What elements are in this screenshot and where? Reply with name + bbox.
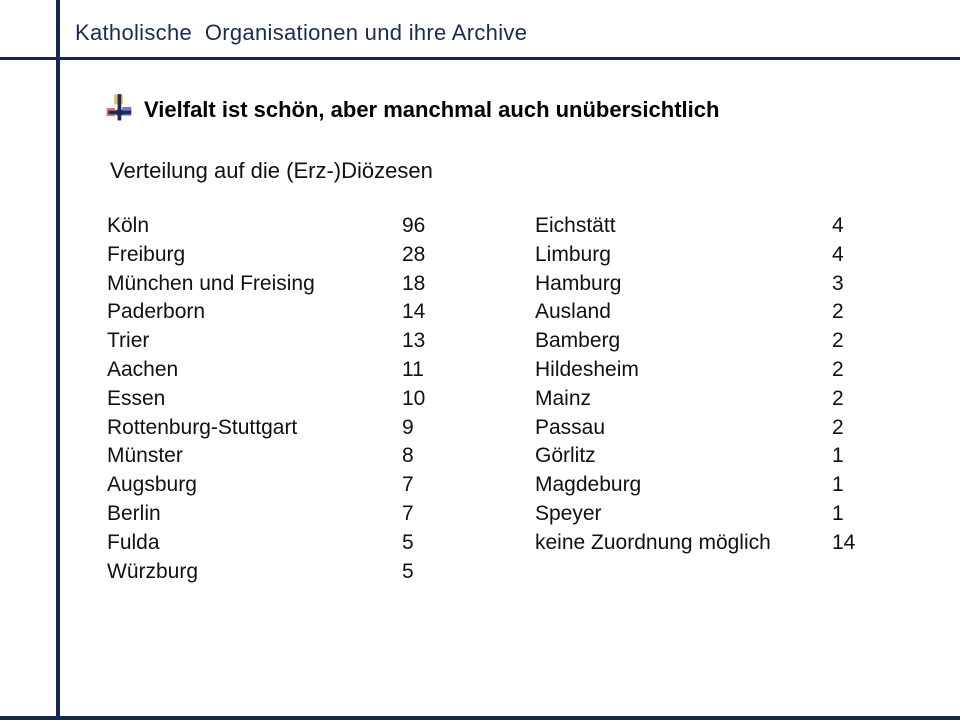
- diocese-count: 3: [832, 271, 844, 295]
- diocese-count: 2: [832, 300, 844, 324]
- table-row: keine Zuordnung möglich 14: [535, 529, 887, 558]
- table-row: Speyer 1: [535, 500, 887, 529]
- table-row: Freiburg 28: [107, 241, 459, 270]
- table-row: Passau 2: [535, 414, 887, 443]
- diocese-name: keine Zuordnung möglich: [535, 530, 771, 554]
- section-title: Verteilung auf die (Erz-)Diözesen: [110, 158, 433, 183]
- diocese-count: 1: [832, 444, 844, 468]
- table-row: Fulda 5: [107, 529, 459, 558]
- diocese-name: Passau: [535, 415, 606, 439]
- diocese-name: Köln: [107, 214, 150, 237]
- table-row: Mainz 2: [535, 385, 887, 414]
- diocese-table-left: Köln 96 Freiburg 28 München und Freising 18 Pa…: [107, 212, 459, 586]
- bullet-heading: Vielfalt ist schön, aber manchmal auch u…: [144, 97, 720, 122]
- diocese-count: 4: [832, 242, 844, 266]
- diocese-count: 18: [402, 271, 426, 295]
- diocese-count: 1: [832, 473, 844, 497]
- bottom-rule-line: [0, 716, 960, 720]
- table-row: Münster 8: [107, 442, 459, 471]
- diocese-name: Paderborn: [107, 300, 206, 324]
- table-row: Bamberg 2: [535, 327, 887, 356]
- table-row: Magdeburg 1: [535, 471, 887, 500]
- diocese-name: Mainz: [535, 386, 592, 410]
- diocese-count: 28: [402, 242, 426, 266]
- diocese-count: 1: [832, 501, 844, 525]
- diocese-count: 10: [402, 386, 426, 410]
- diocese-name: Münster: [107, 444, 183, 468]
- diocese-name: Magdeburg: [535, 473, 642, 497]
- cross-logo-icon: [106, 94, 132, 121]
- diocese-count: 14: [832, 530, 856, 554]
- diocese-count: 2: [832, 357, 844, 381]
- diocese-name: Trier: [107, 329, 150, 353]
- table-row: Essen 10: [107, 385, 459, 414]
- diocese-count: 7: [402, 473, 414, 497]
- diocese-count: 2: [832, 329, 844, 353]
- table-row: Görlitz 1: [535, 442, 887, 471]
- diocese-count: 7: [402, 501, 414, 525]
- diocese-name: Görlitz: [535, 444, 596, 468]
- table-row: Eichstätt 4: [535, 212, 887, 241]
- table-row: Paderborn 14: [107, 298, 459, 327]
- diocese-name: Ausland: [535, 300, 611, 324]
- diocese-name: Speyer: [535, 501, 602, 525]
- table-row: Hamburg 3: [535, 270, 887, 299]
- diocese-count: 5: [402, 530, 414, 554]
- diocese-name: Berlin: [107, 501, 161, 525]
- left-accent-line: [56, 0, 60, 720]
- diocese-name: Bamberg: [535, 329, 621, 353]
- table-row: Aachen 11: [107, 356, 459, 385]
- table-row: Trier 13: [107, 327, 459, 356]
- diocese-count: 96: [402, 214, 426, 237]
- diocese-name: Augsburg: [107, 473, 197, 497]
- top-rule-line: [0, 57, 960, 60]
- diocese-name: Freiburg: [107, 242, 186, 266]
- table-row: Köln 96: [107, 212, 459, 241]
- table-row: Ausland 2: [535, 298, 887, 327]
- table-row: Limburg 4: [535, 241, 887, 270]
- table-row: München und Freising 18: [107, 270, 459, 299]
- diocese-count: 2: [832, 386, 844, 410]
- diocese-name: Hamburg: [535, 271, 622, 295]
- diocese-name: Fulda: [107, 530, 160, 554]
- diocese-count: 8: [402, 444, 414, 468]
- table-row: Berlin 7: [107, 500, 459, 529]
- diocese-count: 4: [832, 214, 844, 237]
- diocese-count: 9: [402, 415, 414, 439]
- diocese-count: 2: [832, 415, 844, 439]
- slide-title: Katholische Organisationen und ihre Arch…: [75, 20, 528, 45]
- table-row: Rottenburg-Stuttgart 9: [107, 414, 459, 443]
- diocese-name: Limburg: [535, 242, 611, 266]
- diocese-name: Würzburg: [107, 559, 199, 583]
- diocese-count: 14: [402, 300, 426, 324]
- diocese-table-right: Eichstätt 4 Limburg 4 Hamburg 3 Ausland 2 Bamber…: [535, 212, 887, 558]
- diocese-count: 13: [402, 329, 426, 353]
- diocese-name: Aachen: [107, 357, 179, 381]
- table-row: Hildesheim 2: [535, 356, 887, 385]
- table-row: Würzburg 5: [107, 558, 459, 587]
- table-row: Augsburg 7: [107, 471, 459, 500]
- diocese-name: Essen: [107, 386, 166, 410]
- diocese-name: München und Freising: [107, 271, 315, 295]
- diocese-count: 5: [402, 559, 414, 583]
- diocese-count: 11: [402, 357, 424, 381]
- diocese-name: Rottenburg-Stuttgart: [107, 415, 298, 439]
- diocese-name: Hildesheim: [535, 357, 639, 381]
- diocese-name: Eichstätt: [535, 214, 616, 237]
